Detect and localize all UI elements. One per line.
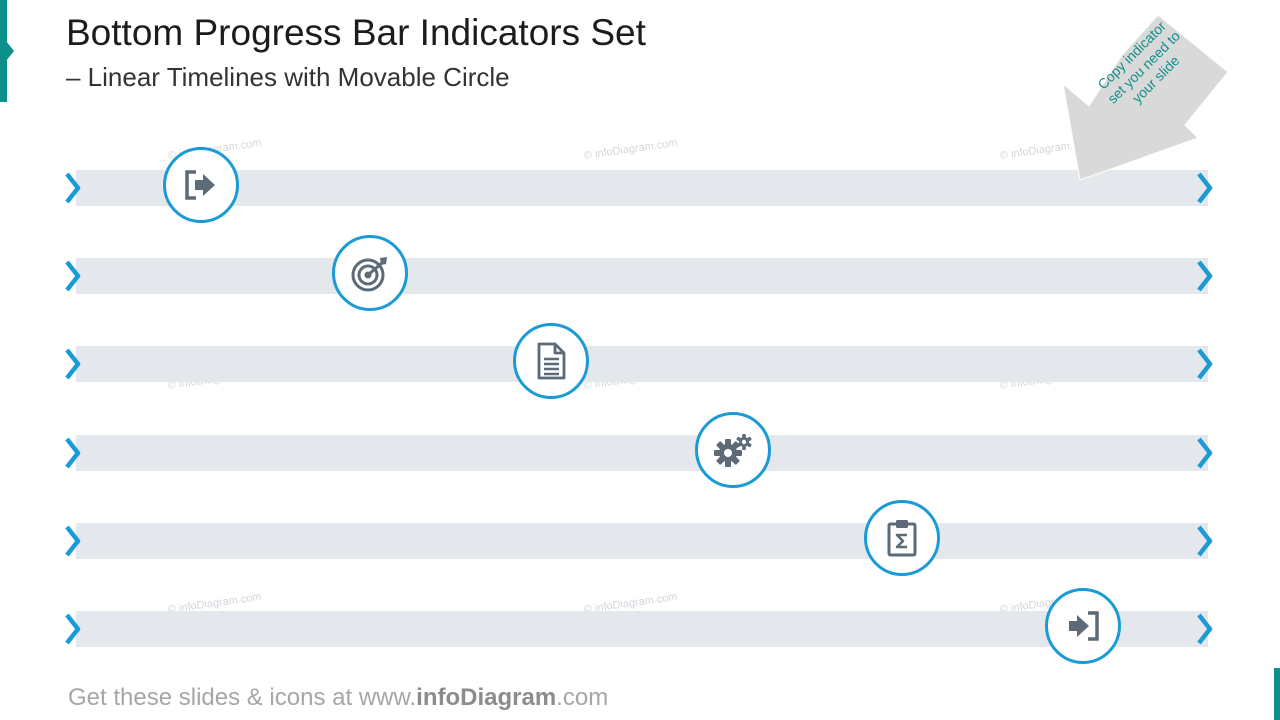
progress-row — [0, 323, 1280, 399]
chevron-right-icon — [1197, 172, 1213, 204]
progress-marker[interactable] — [1045, 588, 1122, 664]
watermark: © infoDiagram.com — [583, 136, 679, 162]
progress-row — [0, 500, 1280, 576]
chevron-right-icon — [1197, 613, 1213, 645]
progress-marker[interactable] — [162, 147, 239, 223]
callout-arrow-icon — [1062, 14, 1229, 181]
copy-callout-arrow — [1058, 10, 1238, 190]
chevron-right-icon — [1197, 260, 1213, 292]
progress-track — [76, 170, 1208, 206]
progress-marker[interactable] — [332, 235, 409, 311]
progress-row — [0, 588, 1280, 664]
progress-track — [76, 258, 1208, 294]
chevron-right-icon — [65, 172, 81, 204]
chevron-right-icon — [65, 525, 81, 557]
left-accent-notch — [6, 41, 14, 61]
left-accent-bar — [0, 0, 7, 102]
progress-row — [0, 412, 1280, 488]
chevron-right-icon — [1197, 437, 1213, 469]
progress-row — [0, 147, 1280, 223]
footer-prefix: Get these slides & icons at www. — [68, 684, 417, 711]
chevron-right-icon — [65, 437, 81, 469]
progress-track — [76, 346, 1208, 382]
clipboard-sum-icon — [887, 520, 917, 557]
footer-brand[interactable]: infoDiagram — [416, 684, 557, 711]
chevron-right-icon — [1197, 348, 1213, 380]
chevron-right-icon — [65, 613, 81, 645]
document-icon — [538, 342, 566, 380]
slide-subtitle: – Linear Timelines with Movable Circle — [66, 62, 510, 92]
chevron-right-icon — [1197, 525, 1213, 557]
progress-row — [0, 235, 1280, 311]
progress-marker[interactable] — [864, 500, 941, 576]
footer-credit: Get these slides & icons at www.infoDiag… — [68, 684, 608, 712]
chevron-right-icon — [65, 348, 81, 380]
progress-marker[interactable] — [694, 412, 771, 488]
chevron-right-icon — [65, 260, 81, 292]
right-accent-bar — [1274, 668, 1280, 720]
enter-icon — [1069, 611, 1100, 641]
progress-track — [76, 435, 1208, 471]
progress-marker[interactable] — [513, 323, 590, 399]
slide-title: Bottom Progress Bar Indicators Set — [66, 12, 646, 53]
exit-icon — [184, 170, 215, 200]
gears-icon — [713, 434, 752, 467]
footer-suffix: .com — [556, 684, 609, 711]
progress-track — [76, 523, 1208, 559]
progress-track — [76, 611, 1208, 647]
target-icon — [351, 257, 388, 292]
